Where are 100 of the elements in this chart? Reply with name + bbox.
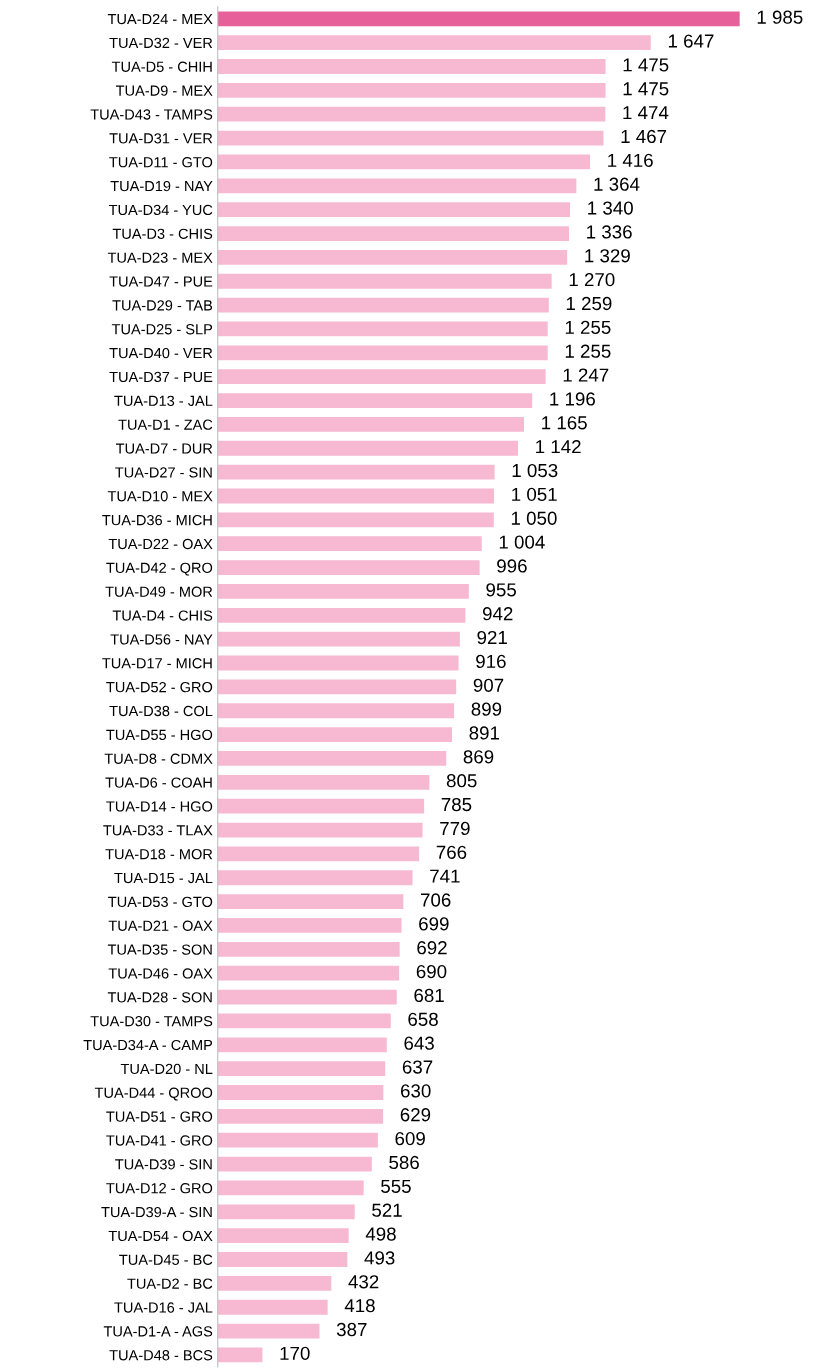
data-label: 805 xyxy=(446,774,477,788)
bar xyxy=(217,798,425,814)
bar xyxy=(217,417,525,432)
bar xyxy=(217,1275,332,1291)
y-tick-label: TUA-D12 - GRO xyxy=(106,1183,213,1194)
data-label: 609 xyxy=(395,1131,425,1146)
bar xyxy=(217,202,571,218)
data-label: 779 xyxy=(440,821,470,836)
bar xyxy=(217,655,459,671)
y-tick-label: TUA-D49 - MOR xyxy=(105,586,213,597)
data-label: 629 xyxy=(400,1108,431,1122)
bar xyxy=(217,11,740,27)
bar xyxy=(217,130,604,146)
y-tick-label: TUA-D38 - COL xyxy=(109,705,213,717)
data-label: 921 xyxy=(477,630,507,645)
y-tick-label: TUA-D19 - NAY xyxy=(110,180,213,192)
bar xyxy=(217,1132,378,1148)
data-label: 418 xyxy=(344,1298,375,1313)
bar xyxy=(217,1108,384,1124)
bar xyxy=(217,345,548,361)
bar xyxy=(217,584,469,599)
bar xyxy=(217,894,404,910)
data-label: 916 xyxy=(476,654,506,669)
data-label: 766 xyxy=(436,845,467,859)
bar xyxy=(217,1180,364,1196)
data-label: 692 xyxy=(417,941,447,955)
y-tick-label: TUA-D5 - CHIH xyxy=(111,61,212,72)
y-tick-label: TUA-D34 - YUC xyxy=(108,204,213,216)
bar xyxy=(217,560,480,575)
y-tick-label: TUA-D8 - CDMX xyxy=(104,753,213,764)
data-label: 1 474 xyxy=(623,106,669,120)
bar xyxy=(217,226,570,241)
y-tick-label: TUA-D39-A - SIN xyxy=(101,1206,212,1218)
data-label: 899 xyxy=(471,702,502,716)
bar xyxy=(217,512,494,528)
data-label: 1 050 xyxy=(511,511,557,525)
bar xyxy=(217,679,457,695)
data-label: 1 329 xyxy=(585,249,630,263)
y-tick-label: TUA-D31 - VER xyxy=(109,133,213,144)
y-tick-label: TUA-D15 - JAL xyxy=(114,873,213,884)
data-label: 690 xyxy=(416,964,447,979)
y-tick-label: TUA-D3 - CHIS xyxy=(112,228,213,239)
bar xyxy=(217,1347,263,1363)
y-tick-label: TUA-D16 - JAL xyxy=(114,1302,213,1313)
data-label: 1 416 xyxy=(608,153,653,167)
bar xyxy=(217,393,533,408)
bar xyxy=(217,59,606,74)
y-tick-label: TUA-D32 - VER xyxy=(109,37,213,49)
bar xyxy=(217,106,606,122)
data-label: 955 xyxy=(486,583,516,597)
y-tick-label: TUA-D36 - MICH xyxy=(102,514,212,526)
y-tick-label: TUA-D55 - HGO xyxy=(106,729,213,741)
bar xyxy=(217,822,423,838)
bar xyxy=(217,35,651,51)
data-label: 658 xyxy=(408,1012,438,1026)
bar xyxy=(217,369,546,385)
y-tick-label: TUA-D46 - OAX xyxy=(108,968,213,979)
data-label: 699 xyxy=(419,917,449,931)
y-tick-label: TUA-D14 - HGO xyxy=(106,801,213,812)
data-label: 1 004 xyxy=(499,535,545,549)
y-tick-label: TUA-D6 - COAH xyxy=(105,777,212,788)
y-tick-label: TUA-D53 - GTO xyxy=(108,896,213,908)
data-label: 942 xyxy=(482,607,513,621)
data-label: 1 255 xyxy=(565,344,611,358)
bar xyxy=(217,1228,349,1244)
bar xyxy=(217,249,568,265)
bar xyxy=(217,488,495,504)
bar xyxy=(217,631,460,647)
data-label: 869 xyxy=(463,750,494,764)
data-label: 1 196 xyxy=(550,392,595,406)
y-tick-label: TUA-D42 - QRO xyxy=(106,562,213,576)
y-tick-label: TUA-D4 - CHIS xyxy=(112,610,213,621)
data-label: 493 xyxy=(364,1251,395,1265)
data-label: 1 051 xyxy=(512,487,557,502)
y-tick-label: TUA-D48 - BCS xyxy=(109,1350,213,1361)
bar xyxy=(217,1299,328,1315)
y-tick-label: TUA-D40 - VER xyxy=(109,347,213,359)
bar xyxy=(217,989,397,1005)
y-tick-label: TUA-D43 - TAMPS xyxy=(90,109,213,120)
y-tick-label: TUA-D54 - OAX xyxy=(108,1230,213,1242)
data-label: 387 xyxy=(336,1322,367,1337)
bar xyxy=(217,703,455,719)
bar xyxy=(217,941,400,957)
data-label: 1 475 xyxy=(623,58,669,72)
data-label: 907 xyxy=(473,678,504,692)
bar xyxy=(217,607,466,623)
data-label: 586 xyxy=(389,1155,419,1170)
data-label: 1 270 xyxy=(569,273,615,287)
y-tick-label: TUA-D17 - MICH xyxy=(102,658,212,669)
bar xyxy=(217,321,548,337)
y-tick-label: TUA-D35 - SON xyxy=(107,944,212,955)
data-label: 891 xyxy=(469,726,500,740)
data-label: 630 xyxy=(400,1084,431,1098)
bar xyxy=(217,965,400,981)
data-label: 1 142 xyxy=(536,440,581,454)
data-label: 637 xyxy=(402,1060,433,1074)
y-tick-label: TUA-D1-A - AGS xyxy=(103,1326,213,1337)
data-label: 1 259 xyxy=(566,296,612,311)
bar xyxy=(217,1013,391,1029)
data-label: 1 247 xyxy=(563,368,609,382)
